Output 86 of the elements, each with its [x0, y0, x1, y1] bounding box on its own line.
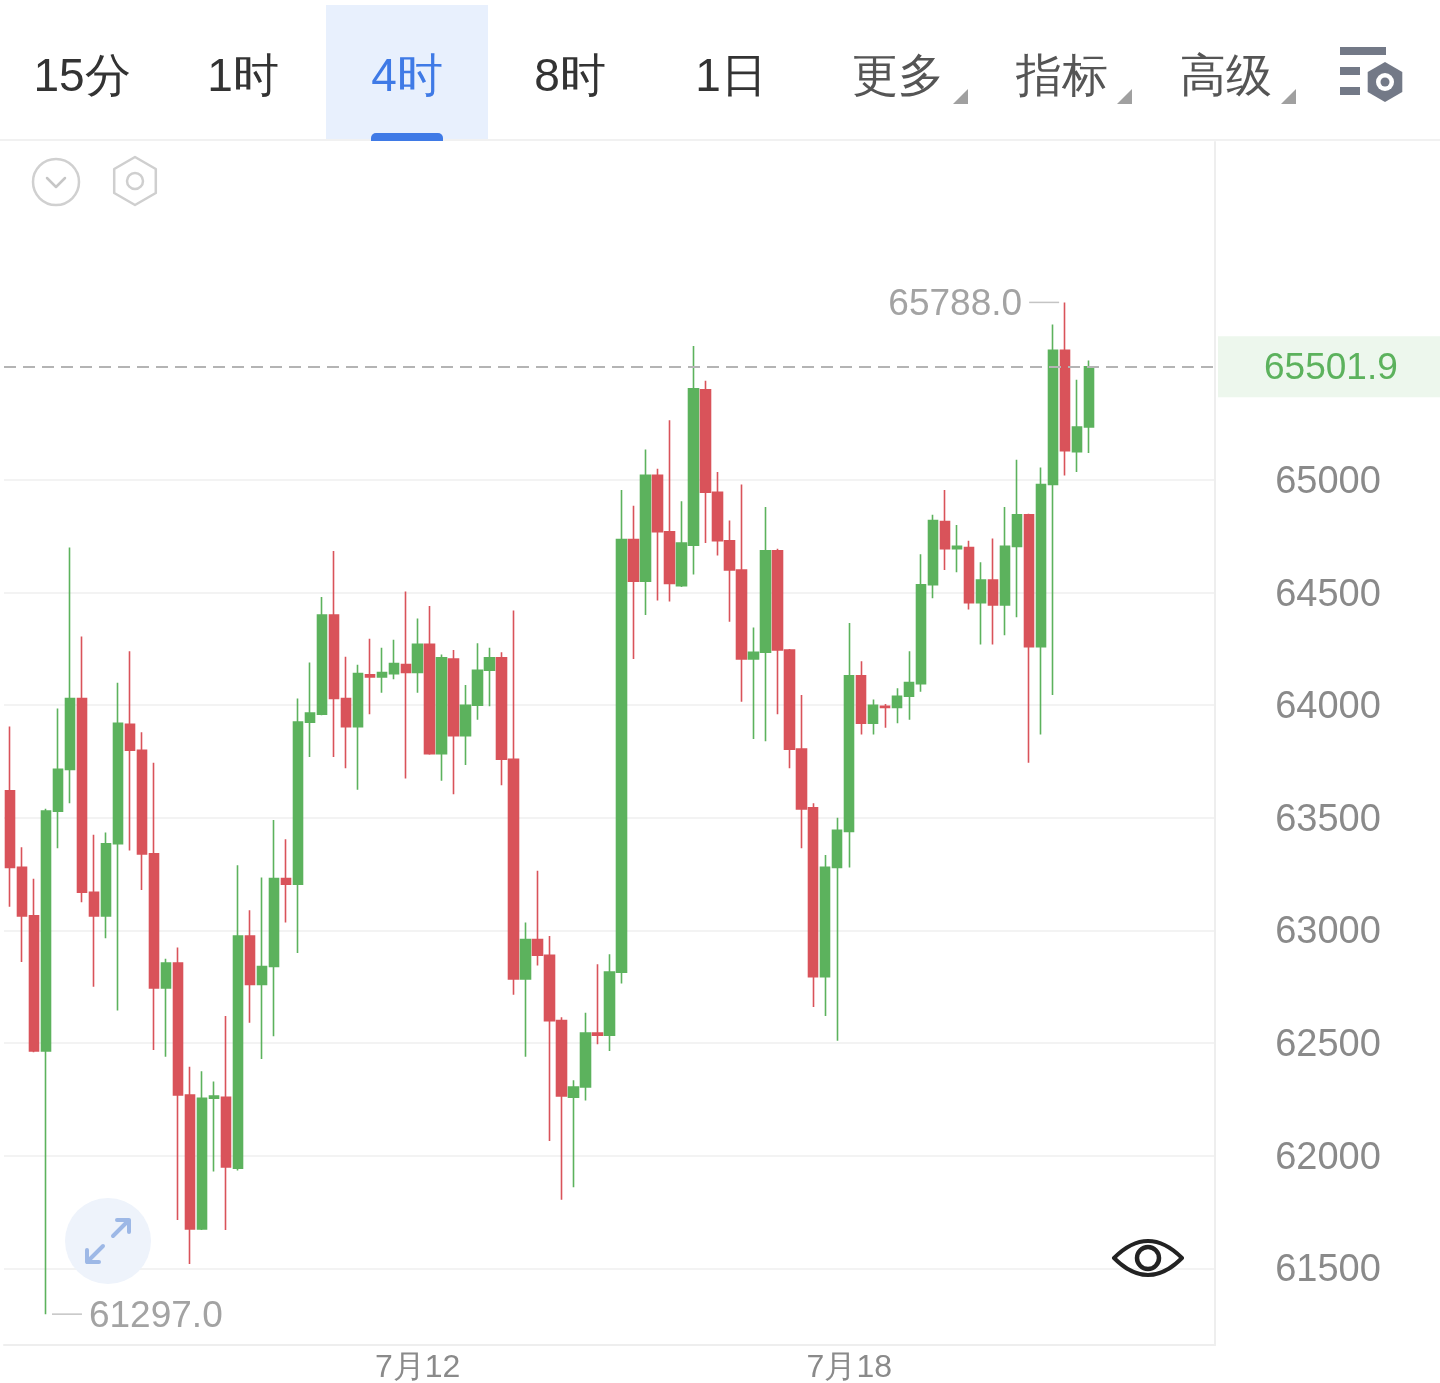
- candlestick: [244, 909, 256, 1024]
- text: 1时: [207, 49, 279, 101]
- candlestick: [88, 833, 100, 988]
- candlestick: [915, 553, 927, 693]
- candlestick: [903, 650, 915, 721]
- y-tick-label: 64500: [1275, 571, 1381, 614]
- x-tick-label: 7月12: [374, 1348, 461, 1383]
- candlestick: [447, 649, 460, 795]
- text: 15分: [33, 49, 131, 101]
- candlestick: [1023, 512, 1035, 764]
- text: 4时: [371, 49, 443, 101]
- candlestick: [4, 725, 16, 908]
- text: 8时: [534, 49, 606, 101]
- candlestick: [1011, 458, 1023, 619]
- y-tick-label: 63500: [1275, 796, 1381, 839]
- ref-line-label: 65501.9: [1264, 346, 1398, 388]
- candlestick: [352, 663, 364, 791]
- candlestick: [136, 731, 148, 891]
- candlestick: [843, 622, 855, 869]
- candlestick: [591, 963, 604, 1046]
- text: 指标: [1016, 49, 1108, 101]
- candlestick: [1071, 378, 1083, 473]
- candlestick: [184, 1065, 196, 1265]
- candlestick: [256, 876, 268, 1060]
- candlestick: [411, 617, 424, 694]
- candlestick: [160, 957, 172, 1058]
- candlestick: [16, 846, 28, 963]
- candlestick: [855, 660, 867, 736]
- candlestick: [124, 650, 136, 852]
- candlestick: [1047, 323, 1059, 696]
- y-tick-label: 64000: [1275, 684, 1381, 727]
- y-tick-label: 63000: [1275, 909, 1381, 952]
- candlestick: [519, 921, 532, 1058]
- candlestick: [112, 681, 124, 1012]
- candlestick: [52, 707, 64, 850]
- candlestick: [172, 946, 184, 1221]
- y-tick-label: 62000: [1275, 1134, 1381, 1177]
- candlestick: [400, 590, 412, 780]
- candlestick: [364, 637, 376, 716]
- y-tick-label: 62500: [1275, 1022, 1381, 1065]
- candlestick: [639, 448, 652, 616]
- candlestick: [292, 697, 304, 954]
- text: 高级: [1180, 49, 1272, 101]
- candlestick: [196, 1070, 208, 1231]
- candlestick: [220, 1015, 232, 1231]
- candlestick: [316, 596, 328, 717]
- candlestick: [40, 808, 52, 1315]
- x-tick-label: 7月18: [806, 1348, 892, 1383]
- candlestick: [232, 864, 244, 1172]
- candlestick: [328, 550, 340, 758]
- candlestick: [879, 703, 891, 729]
- candlestick: [951, 524, 963, 574]
- candlestick: [963, 539, 975, 611]
- candlestick: [423, 605, 436, 756]
- candlestick: [891, 687, 903, 725]
- y-tick-label: 65000: [1275, 458, 1381, 501]
- candlestick: [376, 646, 388, 694]
- candlestick: [208, 1080, 220, 1173]
- candlestick: [280, 838, 292, 924]
- candlestick: [100, 831, 112, 940]
- candlestick: [1083, 359, 1095, 454]
- candlestick: [867, 698, 879, 736]
- candlestick: [64, 546, 76, 804]
- candlestick: [1035, 466, 1047, 736]
- candlestick: [975, 561, 987, 646]
- candlestick: [939, 489, 951, 571]
- candlestick: [304, 661, 316, 758]
- candlestick: [1059, 301, 1071, 477]
- candlestick: [388, 639, 400, 681]
- annotation: 61297.0: [88, 1293, 223, 1335]
- text: 1日: [695, 49, 767, 101]
- candlestick: [76, 635, 88, 904]
- candlestick: [435, 653, 448, 782]
- candlestick: [268, 819, 280, 1038]
- candlestick: [927, 514, 939, 599]
- y-tick-label: 61500: [1275, 1247, 1381, 1290]
- candlestick: [148, 761, 160, 1051]
- annotation: 65788.0: [888, 281, 1023, 323]
- candlestick: [831, 817, 843, 1042]
- candlestick: [819, 854, 831, 1017]
- text: 更多: [852, 49, 944, 101]
- candlestick: [340, 655, 352, 770]
- candlestick: [999, 506, 1011, 637]
- candlestick: [28, 877, 40, 1053]
- candlestick: [987, 537, 999, 646]
- candlestick: [627, 505, 640, 660]
